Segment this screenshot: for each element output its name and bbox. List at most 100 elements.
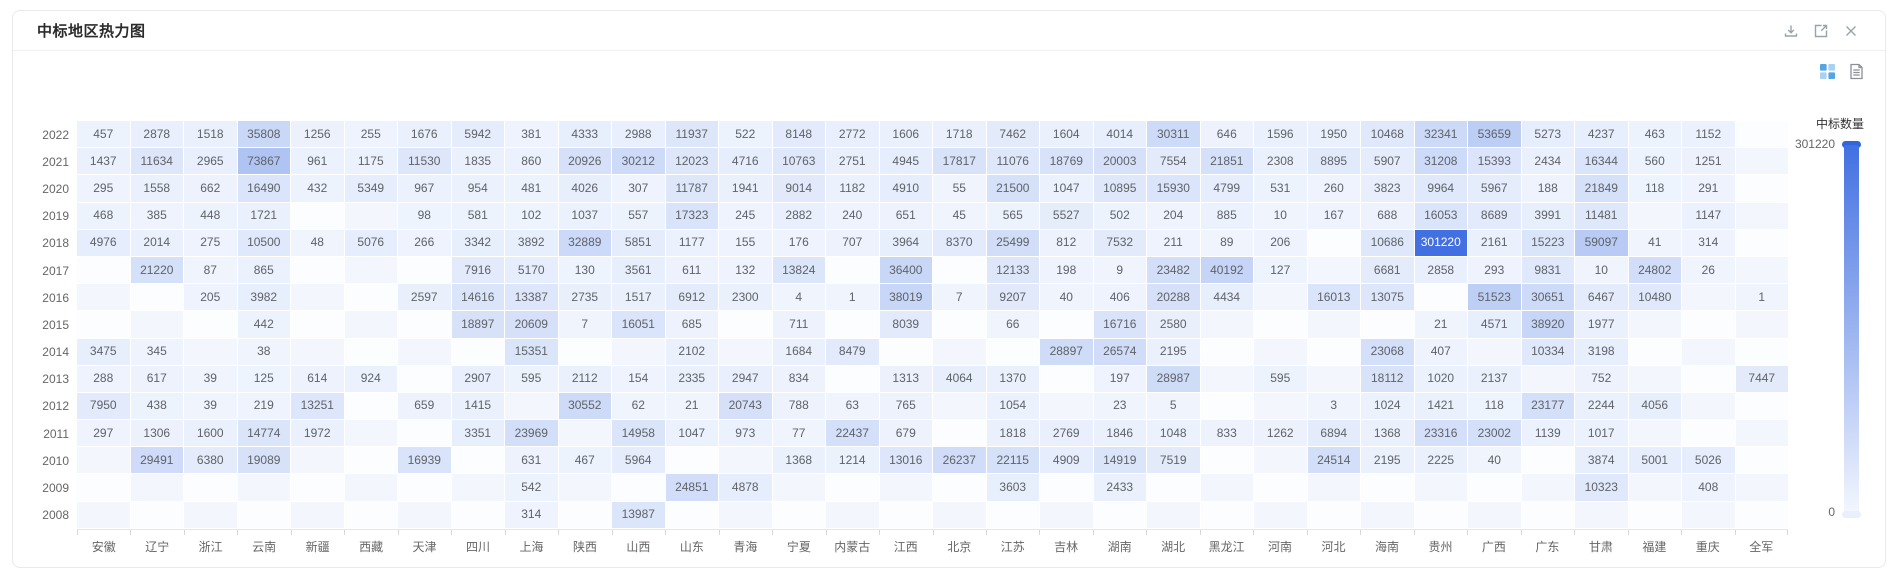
heatmap-cell[interactable]	[344, 284, 397, 311]
heatmap-cell[interactable]	[1200, 501, 1253, 528]
heatmap-cell[interactable]	[344, 501, 397, 528]
heatmap-cell[interactable]: 9964	[1414, 175, 1467, 202]
heatmap-cell[interactable]: 5851	[612, 229, 665, 256]
heatmap-cell[interactable]	[772, 474, 825, 501]
heatmap-cell[interactable]: 18897	[451, 311, 504, 338]
heatmap-cell[interactable]: 565	[986, 202, 1039, 229]
heatmap-cell[interactable]: 206	[1254, 229, 1307, 256]
heatmap-cell[interactable]	[933, 392, 986, 420]
heatmap-cell[interactable]: 10500	[237, 229, 290, 256]
heatmap-cell[interactable]	[237, 474, 290, 501]
heatmap-cell[interactable]	[1735, 256, 1788, 284]
heatmap-cell[interactable]	[1200, 447, 1253, 474]
heatmap-cell[interactable]: 314	[505, 501, 558, 528]
heatmap-cell[interactable]: 522	[719, 121, 772, 148]
heatmap-cell[interactable]	[1254, 338, 1307, 365]
heatmap-cell[interactable]: 2988	[612, 121, 665, 148]
heatmap-cell[interactable]: 26237	[933, 447, 986, 474]
heatmap-cell[interactable]: 4878	[719, 474, 772, 501]
heatmap-cell[interactable]: 1518	[184, 121, 237, 148]
heatmap-cell[interactable]	[1254, 501, 1307, 528]
open-in-new-icon[interactable]	[1813, 23, 1829, 39]
heatmap-cell[interactable]	[1735, 338, 1788, 365]
heatmap-cell[interactable]: 8039	[879, 311, 932, 338]
heatmap-cell[interactable]: 12133	[986, 256, 1039, 284]
heatmap-cell[interactable]	[1093, 501, 1146, 528]
heatmap-cell[interactable]: 7554	[1147, 148, 1200, 175]
heatmap-cell[interactable]	[1361, 474, 1414, 501]
heatmap-cell[interactable]: 14919	[1093, 447, 1146, 474]
heatmap-cell[interactable]	[1521, 447, 1574, 474]
heatmap-cell[interactable]	[665, 501, 718, 528]
heatmap-cell[interactable]: 6380	[184, 447, 237, 474]
heatmap-cell[interactable]: 198	[1040, 256, 1093, 284]
heatmap-cell[interactable]: 41	[1628, 229, 1681, 256]
heatmap-cell[interactable]: 595	[1254, 365, 1307, 392]
heatmap-cell[interactable]: 1370	[986, 365, 1039, 392]
heatmap-cell[interactable]	[344, 338, 397, 365]
heatmap-cell[interactable]: 833	[1200, 420, 1253, 447]
heatmap-cell[interactable]: 13016	[879, 447, 932, 474]
heatmap-cell[interactable]	[1040, 501, 1093, 528]
heatmap-cell[interactable]: 20926	[558, 148, 611, 175]
heatmap-cell[interactable]	[398, 420, 451, 447]
heatmap-cell[interactable]	[1040, 474, 1093, 501]
heatmap-cell[interactable]: 23068	[1361, 338, 1414, 365]
heatmap-cell[interactable]: 381	[505, 121, 558, 148]
heatmap-cell[interactable]: 2102	[665, 338, 718, 365]
heatmap-cell[interactable]: 1517	[612, 284, 665, 311]
heatmap-cell[interactable]	[1040, 392, 1093, 420]
heatmap-cell[interactable]: 293	[1468, 256, 1521, 284]
heatmap-cell[interactable]: 611	[665, 256, 718, 284]
heatmap-cell[interactable]: 617	[130, 365, 183, 392]
heatmap-cell[interactable]	[1735, 447, 1788, 474]
chart-view-icon[interactable]	[1819, 63, 1836, 80]
heatmap-cell[interactable]: 1596	[1254, 121, 1307, 148]
heatmap-cell[interactable]: 25499	[986, 229, 1039, 256]
heatmap-cell[interactable]	[77, 284, 130, 311]
legend-handle-bottom[interactable]	[1842, 511, 1861, 518]
heatmap-cell[interactable]: 211	[1147, 229, 1200, 256]
heatmap-cell[interactable]: 295	[77, 175, 130, 202]
heatmap-cell[interactable]: 53659	[1468, 121, 1521, 148]
heatmap-cell[interactable]: 14774	[237, 420, 290, 447]
heatmap-cell[interactable]	[184, 311, 237, 338]
heatmap-cell[interactable]: 4571	[1468, 311, 1521, 338]
heatmap-cell[interactable]: 1175	[344, 148, 397, 175]
heatmap-cell[interactable]	[1307, 365, 1360, 392]
heatmap-cell[interactable]	[1414, 284, 1467, 311]
heatmap-cell[interactable]	[1682, 420, 1735, 447]
heatmap-cell[interactable]: 19089	[237, 447, 290, 474]
heatmap-cell[interactable]: 132	[719, 256, 772, 284]
heatmap-cell[interactable]	[291, 256, 344, 284]
heatmap-cell[interactable]: 6894	[1307, 420, 1360, 447]
heatmap-cell[interactable]: 7950	[77, 392, 130, 420]
heatmap-cell[interactable]: 7916	[451, 256, 504, 284]
heatmap-cell[interactable]: 154	[612, 365, 665, 392]
heatmap-cell[interactable]: 10	[1254, 202, 1307, 229]
heatmap-cell[interactable]	[184, 474, 237, 501]
heatmap-cell[interactable]	[398, 311, 451, 338]
heatmap-cell[interactable]: 16053	[1414, 202, 1467, 229]
heatmap-cell[interactable]: 39	[184, 365, 237, 392]
heatmap-cell[interactable]: 24514	[1307, 447, 1360, 474]
heatmap-cell[interactable]: 40	[1468, 447, 1521, 474]
heatmap-cell[interactable]: 13251	[291, 392, 344, 420]
heatmap-cell[interactable]	[505, 392, 558, 420]
heatmap-cell[interactable]: 2769	[1040, 420, 1093, 447]
heatmap-cell[interactable]	[1254, 447, 1307, 474]
heatmap-cell[interactable]	[1307, 338, 1360, 365]
heatmap-cell[interactable]: 2137	[1468, 365, 1521, 392]
heatmap-cell[interactable]: 707	[826, 229, 879, 256]
heatmap-cell[interactable]: 22115	[986, 447, 1039, 474]
close-icon[interactable]	[1843, 23, 1859, 39]
heatmap-cell[interactable]: 62	[612, 392, 665, 420]
heatmap-cell[interactable]	[933, 474, 986, 501]
heatmap-cell[interactable]	[398, 365, 451, 392]
heatmap-cell[interactable]: 542	[505, 474, 558, 501]
heatmap-cell[interactable]: 4910	[879, 175, 932, 202]
heatmap-cell[interactable]: 2965	[184, 148, 237, 175]
heatmap-cell[interactable]: 2907	[451, 365, 504, 392]
heatmap-cell[interactable]: 10895	[1093, 175, 1146, 202]
heatmap-cell[interactable]: 16051	[612, 311, 665, 338]
